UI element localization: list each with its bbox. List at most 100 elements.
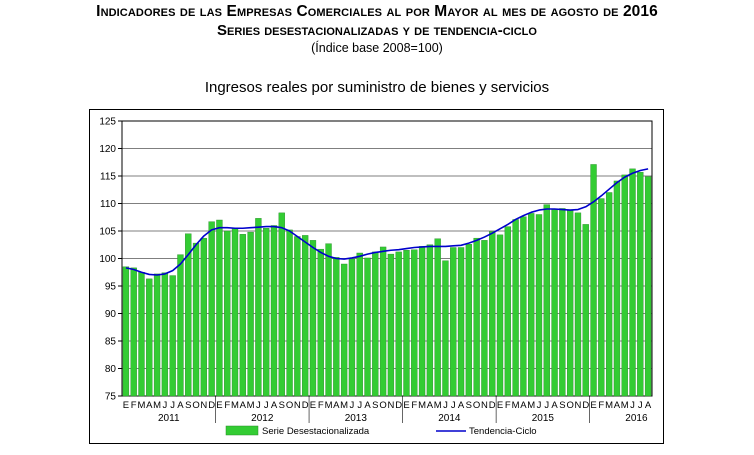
index-base-note: (Índice base 2008=100)	[311, 41, 443, 55]
bar	[520, 216, 527, 397]
bar	[333, 257, 340, 397]
month-label: M	[247, 400, 255, 411]
bar	[239, 234, 246, 397]
month-label: F	[505, 400, 511, 411]
month-label: J	[638, 400, 643, 411]
bar	[122, 266, 130, 397]
y-tick-label: 75	[105, 392, 117, 403]
bar	[613, 180, 621, 397]
month-label: A	[645, 400, 652, 411]
month-label: J	[537, 400, 542, 411]
bar	[372, 251, 379, 397]
bar	[192, 242, 200, 397]
month-label: A	[240, 400, 247, 411]
bar	[481, 240, 488, 397]
legend-swatch-bars	[225, 425, 259, 436]
bar	[177, 254, 184, 397]
bar	[504, 226, 511, 397]
month-label: F	[318, 400, 324, 411]
legend-label-line: Tendencia-Ciclo	[469, 426, 537, 437]
trend-line-layer	[125, 168, 649, 276]
month-label: M	[325, 400, 333, 411]
month-label: A	[551, 400, 558, 411]
month-label: S	[185, 400, 191, 411]
bar	[340, 263, 348, 397]
month-label: F	[224, 400, 230, 411]
bar	[442, 260, 449, 397]
bar	[418, 246, 426, 397]
month-label: F	[598, 400, 604, 411]
month-label: J	[170, 400, 175, 411]
month-label: O	[566, 400, 573, 411]
y-tick-label: 95	[105, 282, 117, 293]
month-label: J	[264, 400, 269, 411]
y-tick-label: 115	[100, 172, 116, 183]
month-label: S	[279, 400, 285, 411]
month-label: F	[411, 400, 417, 411]
bar-layer	[122, 164, 652, 397]
bar	[130, 267, 137, 397]
month-label: J	[350, 400, 355, 411]
legend: Serie Desestacionalizada Tendencia-Ciclo	[225, 425, 537, 437]
month-label: D	[302, 400, 309, 411]
bar	[270, 225, 278, 397]
bar	[434, 238, 441, 397]
month-label: N	[481, 400, 488, 411]
bar	[528, 213, 535, 397]
month-label: A	[271, 400, 278, 411]
chart-title: Ingresos reales por suministro de bienes…	[204, 79, 550, 96]
month-label: M	[621, 400, 629, 411]
month-label: A	[427, 400, 434, 411]
year-label: 2016	[625, 413, 648, 424]
month-label: J	[357, 400, 362, 411]
y-tick-label: 90	[105, 309, 117, 320]
month-label: O	[192, 400, 199, 411]
month-label: E	[497, 400, 503, 411]
year-label: 2015	[532, 413, 555, 424]
bar	[411, 249, 418, 397]
bar	[489, 231, 496, 397]
month-label: N	[387, 400, 394, 411]
bar	[551, 209, 558, 397]
month-label: J	[544, 400, 549, 411]
bar	[169, 275, 176, 397]
bar	[574, 212, 582, 397]
bar	[302, 235, 309, 397]
bar	[605, 192, 613, 397]
bar	[379, 246, 387, 397]
bar	[403, 250, 410, 397]
year-label: 2013	[345, 413, 368, 424]
bar	[263, 228, 270, 397]
bar	[153, 273, 161, 397]
bar	[598, 198, 605, 397]
bar	[200, 237, 207, 397]
y-tick-label: 120	[99, 144, 116, 155]
month-label: D	[582, 400, 589, 411]
month-label: E	[216, 400, 222, 411]
month-label: S	[466, 400, 472, 411]
report-subtitle: Series desestacionalizadas y de tendenci…	[217, 22, 537, 39]
month-label: M	[340, 400, 348, 411]
bar	[387, 253, 395, 397]
month-label: M	[605, 400, 613, 411]
y-tick-label: 125	[99, 117, 116, 128]
bar	[278, 212, 285, 397]
bar	[309, 240, 317, 397]
year-label: 2014	[438, 413, 461, 424]
bar	[637, 171, 644, 397]
bar	[621, 174, 628, 397]
bar	[512, 219, 519, 397]
month-label: M	[138, 400, 146, 411]
bar	[325, 243, 332, 397]
month-label: A	[333, 400, 340, 411]
bar	[535, 214, 543, 397]
month-label: A	[146, 400, 153, 411]
y-tick-label: 100	[99, 254, 116, 265]
bar	[457, 247, 465, 397]
month-label: N	[200, 400, 207, 411]
trend-line	[125, 168, 649, 276]
report-title: Indicadores de las Empresas Comerciales …	[96, 3, 658, 20]
y-tick-label: 105	[99, 227, 116, 238]
month-label: N	[575, 400, 582, 411]
month-label: A	[364, 400, 371, 411]
